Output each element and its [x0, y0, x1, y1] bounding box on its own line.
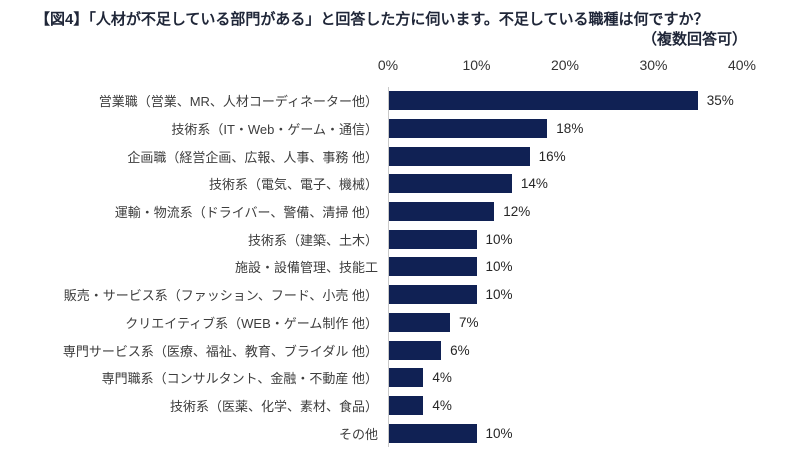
x-axis: 0% 10% 20% 30% 40%	[0, 55, 800, 87]
figure4-bar-chart: 0% 10% 20% 30% 40% 営業職（営業、MR、人材コーディネーター他） 35%…	[0, 55, 800, 447]
category-label: 技術系（電気、電子、機械）	[208, 177, 378, 193]
value-label: 7%	[458, 314, 479, 330]
x-axis-tick: 0%	[377, 57, 399, 73]
value-label: 35%	[706, 93, 734, 109]
bar	[388, 340, 442, 360]
bar	[388, 312, 450, 332]
bar-area: 10%	[388, 253, 800, 281]
category-label: 営業職（営業、MR、人材コーディネーター他）	[98, 94, 378, 110]
bar	[388, 395, 424, 415]
x-axis-tick: 30%	[639, 57, 668, 73]
category-label: 技術系（医薬、化学、素材、食品）	[169, 398, 378, 414]
chart-row: 専門サービス系（医療、福祉、教育、ブライダル 他） 6%	[0, 336, 800, 364]
chart-row: その他 10%	[0, 419, 800, 447]
value-label: 12%	[503, 204, 531, 220]
category-label: 技術系（建築、土木）	[247, 232, 378, 248]
value-label: 4%	[432, 370, 452, 386]
category-label: その他	[338, 426, 378, 442]
value-label: 10%	[485, 259, 513, 275]
category-label: 企画職（経営企画、広報、人事、事務 他）	[127, 149, 378, 165]
value-label: 18%	[556, 121, 584, 137]
y-axis-line	[388, 87, 389, 447]
category-label: 販売・サービス系（ファッション、フード、小売 他）	[63, 288, 378, 304]
x-axis-tick: 10%	[462, 57, 491, 73]
category-label: 技術系（IT・Web・ゲーム・通信）	[171, 122, 378, 138]
bar-area: 35%	[388, 87, 800, 115]
chart-row: 技術系（建築、土木） 10%	[0, 225, 800, 253]
bar	[388, 368, 424, 388]
value-label: 16%	[538, 148, 566, 164]
value-label: 10%	[485, 231, 513, 247]
chart-row: 販売・サービス系（ファッション、フード、小売 他） 10%	[0, 281, 800, 309]
value-label: 14%	[520, 176, 548, 192]
chart-title-line1: 【図4】「人材が不足している部門がある」と回答した方に伺います。不足している職種…	[35, 11, 709, 28]
value-label: 10%	[485, 425, 513, 441]
value-label: 6%	[450, 342, 470, 358]
x-axis-tick: 40%	[727, 57, 757, 73]
bar	[388, 229, 477, 249]
value-label: 4%	[432, 397, 452, 413]
bar	[388, 202, 495, 222]
chart-row: 施設・設備管理、技能工 10%	[0, 253, 800, 281]
category-label: 専門サービス系（医療、福祉、教育、ブライダル 他）	[62, 343, 378, 359]
bar-area: 10%	[388, 225, 800, 253]
chart-row: 技術系（IT・Web・ゲーム・通信） 18%	[0, 115, 800, 143]
bar-area: 12%	[388, 198, 800, 226]
category-label: 施設・設備管理、技能工	[234, 260, 378, 276]
chart-title: 【図4】「人材が不足している部門がある」と回答した方に伺います。不足している職種…	[35, 10, 747, 50]
chart-rows: 営業職（営業、MR、人材コーディネーター他） 35% 技術系（IT・Web・ゲーム・…	[0, 87, 800, 447]
chart-row: 営業職（営業、MR、人材コーディネーター他） 35%	[0, 87, 800, 115]
bar-area: 4%	[388, 392, 800, 420]
bar-area: 16%	[388, 142, 800, 170]
bar	[388, 174, 512, 194]
value-label: 10%	[485, 287, 513, 303]
bar-area: 6%	[388, 336, 800, 364]
bar-area: 7%	[388, 309, 800, 337]
category-label: クリエイティブ系（WEB・ゲーム制作 他）	[125, 315, 378, 331]
x-axis-tick: 20%	[550, 57, 580, 73]
bar	[388, 257, 477, 277]
bar-area: 10%	[388, 419, 800, 447]
chart-row: 企画職（経営企画、広報、人事、事務 他） 16%	[0, 142, 800, 170]
bar	[388, 423, 477, 443]
bar	[388, 119, 548, 139]
bar-area: 4%	[388, 364, 800, 392]
bar	[388, 146, 530, 166]
category-label: 運輸・物流系（ドライバー、警備、清掃 他）	[114, 205, 378, 221]
bar	[388, 91, 698, 111]
chart-title-line2: （複数回答可）	[641, 31, 747, 48]
bar-area: 14%	[388, 170, 800, 198]
bar-area: 18%	[388, 115, 800, 143]
bar-area: 10%	[388, 281, 800, 309]
chart-row: 技術系（電気、電子、機械） 14%	[0, 170, 800, 198]
category-label: 専門職系（コンサルタント、金融・不動産 他）	[101, 371, 378, 387]
chart-row: 専門職系（コンサルタント、金融・不動産 他） 4%	[0, 364, 800, 392]
chart-row: 運輸・物流系（ドライバー、警備、清掃 他） 12%	[0, 198, 800, 226]
bar	[388, 285, 477, 305]
chart-row: 技術系（医薬、化学、素材、食品） 4%	[0, 392, 800, 420]
chart-row: クリエイティブ系（WEB・ゲーム制作 他） 7%	[0, 309, 800, 337]
